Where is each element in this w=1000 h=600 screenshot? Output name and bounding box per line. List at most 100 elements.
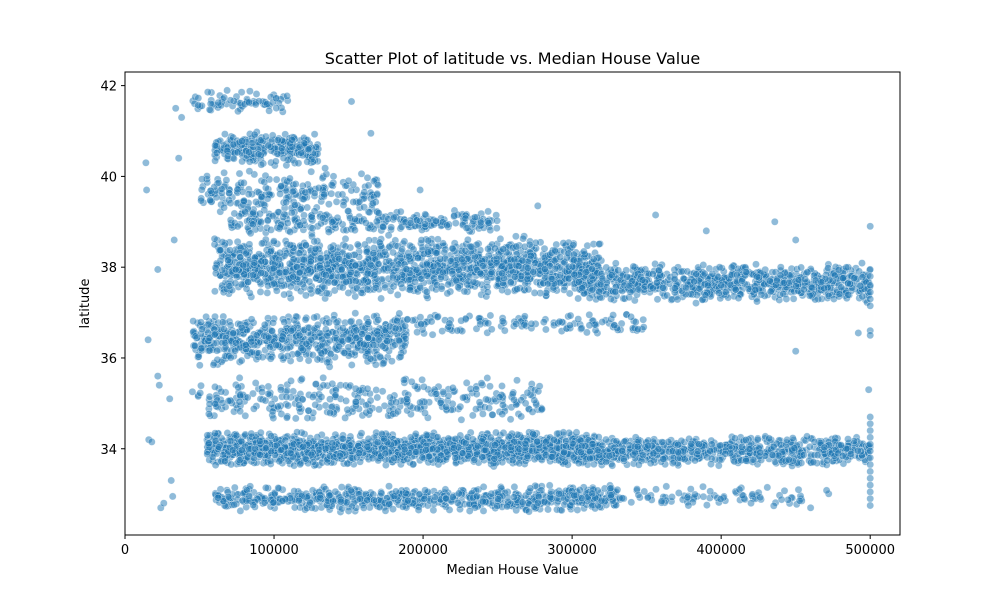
data-point bbox=[279, 154, 288, 162]
data-point bbox=[416, 313, 425, 322]
data-point bbox=[332, 318, 341, 327]
data-point bbox=[189, 317, 198, 325]
data-point bbox=[245, 148, 253, 157]
data-point bbox=[340, 348, 349, 357]
data-point bbox=[321, 164, 329, 173]
data-point bbox=[257, 269, 266, 277]
data-point bbox=[211, 383, 219, 391]
data-point bbox=[239, 179, 248, 187]
data-point bbox=[673, 295, 682, 304]
data-point bbox=[252, 90, 261, 98]
data-point bbox=[794, 276, 803, 284]
data-point bbox=[264, 382, 273, 391]
data-point bbox=[476, 269, 485, 278]
data-point bbox=[220, 203, 228, 212]
data-point bbox=[484, 207, 492, 216]
data-point bbox=[231, 265, 240, 274]
data-point bbox=[237, 323, 246, 332]
data-point bbox=[513, 376, 521, 385]
data-point bbox=[580, 247, 588, 256]
data-point bbox=[191, 332, 200, 341]
data-point bbox=[418, 375, 426, 384]
data-point bbox=[437, 284, 446, 293]
data-point bbox=[346, 317, 355, 326]
data-point bbox=[323, 358, 332, 367]
data-point bbox=[476, 218, 485, 227]
data-point bbox=[303, 414, 312, 422]
data-point bbox=[461, 314, 470, 323]
data-point bbox=[492, 224, 501, 233]
data-point bbox=[197, 381, 205, 390]
data-point bbox=[194, 101, 203, 110]
data-point bbox=[570, 270, 579, 279]
data-point bbox=[202, 312, 210, 321]
data-point bbox=[287, 326, 296, 335]
data-point bbox=[304, 406, 313, 415]
data-point bbox=[240, 270, 249, 279]
data-point bbox=[217, 185, 226, 193]
data-point bbox=[801, 275, 809, 284]
data-point bbox=[325, 200, 333, 209]
data-point bbox=[443, 289, 452, 298]
data-point bbox=[742, 268, 751, 276]
data-point bbox=[451, 219, 460, 227]
data-point bbox=[858, 273, 867, 281]
data-point bbox=[328, 379, 337, 388]
data-point bbox=[273, 149, 282, 158]
data-point bbox=[677, 267, 686, 276]
data-point bbox=[566, 321, 574, 330]
data-point bbox=[512, 242, 521, 251]
data-point bbox=[324, 228, 333, 236]
data-point bbox=[397, 280, 405, 289]
data-point bbox=[226, 199, 235, 207]
data-point bbox=[370, 271, 379, 279]
data-point bbox=[351, 309, 360, 318]
data-point bbox=[373, 190, 382, 198]
data-point bbox=[233, 148, 242, 157]
data-point bbox=[538, 405, 546, 413]
data-point bbox=[311, 380, 320, 389]
data-point bbox=[224, 256, 232, 265]
data-point bbox=[310, 130, 319, 139]
data-point bbox=[569, 256, 578, 264]
data-point bbox=[325, 318, 333, 327]
data-point bbox=[233, 222, 242, 231]
data-point bbox=[500, 326, 509, 335]
data-point bbox=[327, 189, 336, 198]
data-point bbox=[449, 384, 457, 392]
data-point bbox=[258, 239, 266, 248]
data-point bbox=[242, 249, 250, 258]
data-point bbox=[429, 262, 438, 271]
data-point bbox=[286, 228, 295, 236]
data-point bbox=[288, 135, 296, 144]
data-point bbox=[364, 318, 373, 326]
data-point bbox=[510, 395, 518, 404]
data-point bbox=[360, 188, 369, 197]
data-point bbox=[237, 88, 246, 97]
data-point bbox=[842, 263, 851, 272]
data-point bbox=[342, 397, 350, 405]
data-point bbox=[365, 407, 374, 415]
data-point bbox=[265, 106, 273, 115]
data-point bbox=[424, 248, 433, 256]
data-point bbox=[448, 269, 457, 278]
data-point bbox=[317, 393, 326, 401]
data-point bbox=[602, 263, 611, 272]
data-point bbox=[559, 428, 568, 437]
data-point bbox=[393, 316, 401, 325]
data-point bbox=[371, 283, 380, 292]
data-point bbox=[205, 410, 213, 418]
data-point bbox=[614, 266, 623, 275]
data-point bbox=[391, 324, 400, 333]
data-point bbox=[421, 409, 429, 417]
data-point bbox=[359, 276, 368, 285]
data-point bbox=[387, 223, 396, 232]
data-point bbox=[654, 266, 663, 275]
data-point bbox=[414, 253, 422, 262]
data-point bbox=[225, 189, 234, 198]
data-point bbox=[288, 187, 297, 196]
data-point bbox=[318, 213, 327, 222]
data-point bbox=[238, 137, 246, 145]
data-point bbox=[484, 245, 492, 253]
